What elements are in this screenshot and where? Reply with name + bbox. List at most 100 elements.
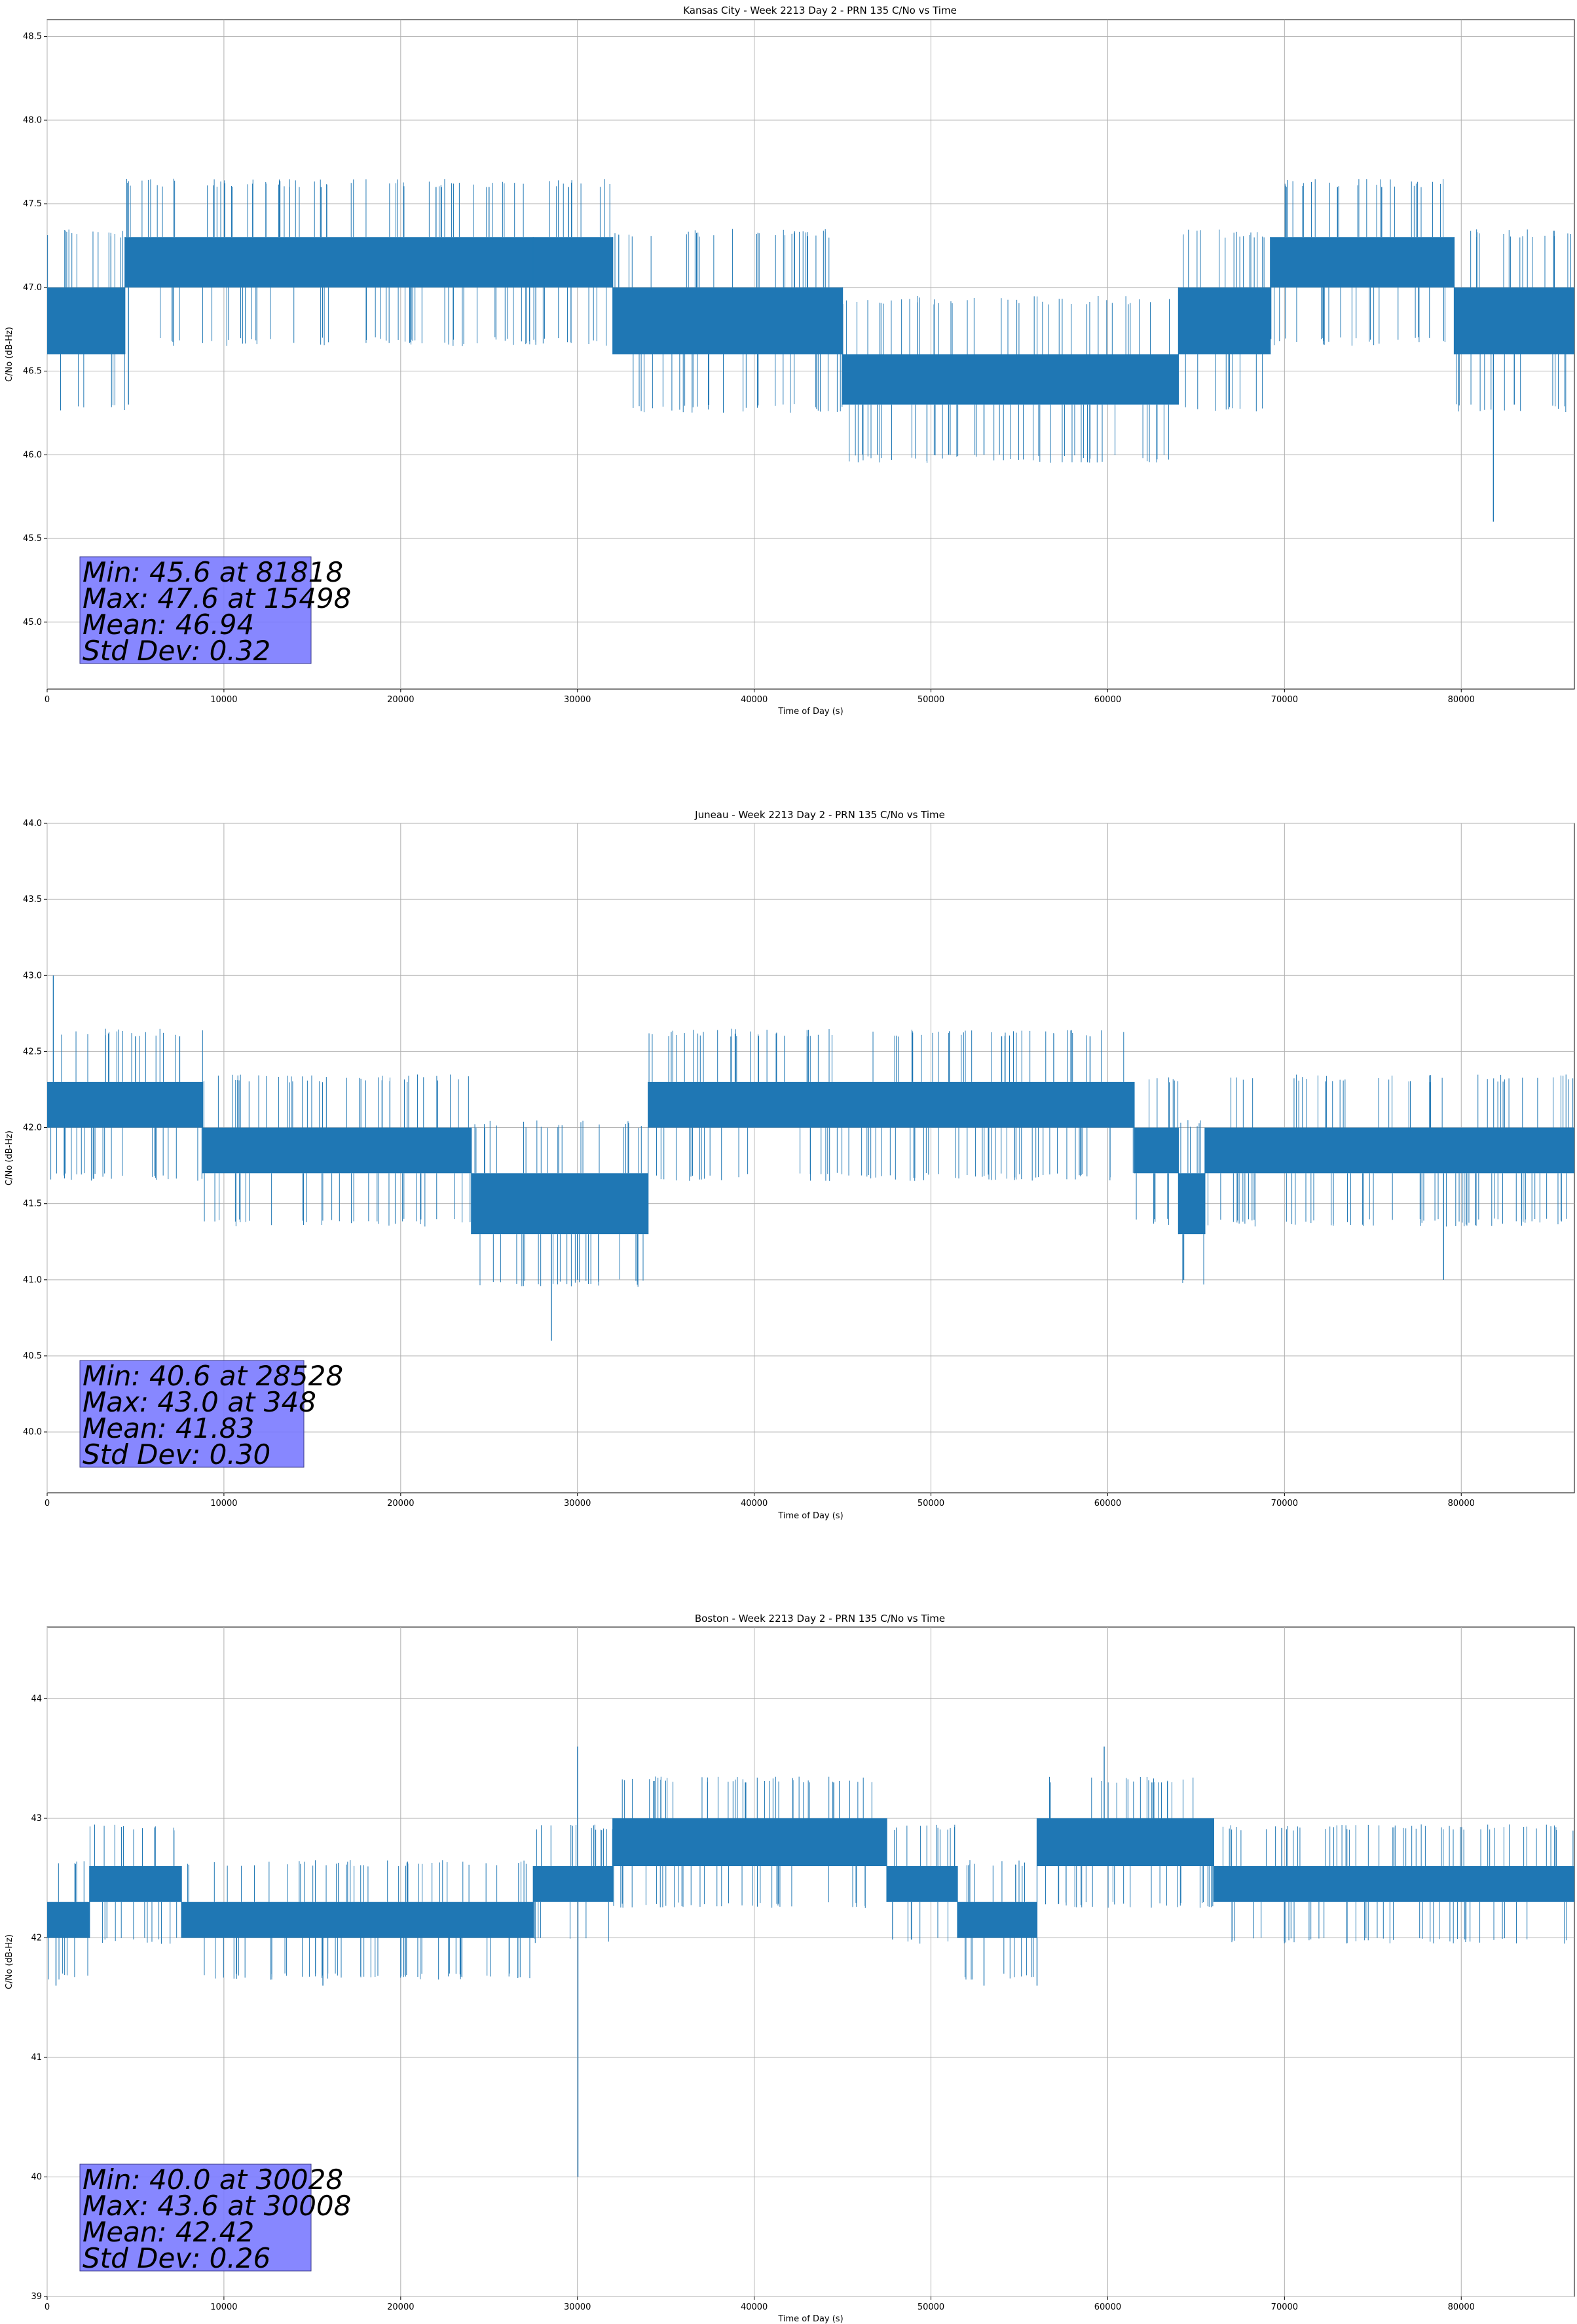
series-band — [1178, 1173, 1205, 1235]
series-band — [1214, 1866, 1574, 1902]
chart-title: Kansas City - Week 2213 Day 2 - PRN 135 … — [683, 5, 957, 16]
stats-min: Min: 40.0 at 30028 — [83, 2164, 343, 2196]
y-tick-label: 47.0 — [23, 283, 42, 293]
y-axis-label: C/No (dB-Hz) — [5, 1934, 14, 1989]
x-axis-label: Time of Day (s) — [777, 2314, 843, 2324]
x-tick-label: 40000 — [741, 1499, 768, 1509]
y-tick-label: 45.0 — [23, 618, 42, 628]
series-band — [471, 1173, 648, 1235]
x-tick-label: 50000 — [918, 1499, 944, 1509]
x-tick-label: 30000 — [564, 695, 591, 705]
series-band — [124, 237, 534, 288]
series-band — [202, 1127, 472, 1174]
series-band — [957, 1902, 1037, 1938]
x-tick-label: 0 — [45, 695, 50, 705]
y-tick-label: 48.0 — [23, 115, 42, 125]
x-tick-label: 40000 — [741, 695, 768, 705]
stats-max: Max: 47.6 at 15498 — [83, 582, 351, 614]
x-tick-label: 10000 — [210, 695, 237, 705]
x-tick-label: 70000 — [1271, 695, 1298, 705]
series-band — [1204, 1127, 1574, 1174]
y-tick-label: 40 — [31, 2173, 42, 2183]
x-tick-label: 10000 — [210, 1499, 237, 1509]
x-axis-label: Time of Day (s) — [777, 1511, 843, 1521]
y-tick-label: 41.0 — [23, 1275, 42, 1285]
series-band — [1134, 1127, 1179, 1174]
y-tick-label: 40.5 — [23, 1351, 42, 1361]
series-band — [1270, 237, 1455, 288]
series-band — [842, 354, 1179, 405]
stats-std-dev: Std Dev: 0.30 — [83, 1438, 270, 1471]
y-tick-label: 42 — [31, 1934, 42, 1943]
series-band — [89, 1866, 182, 1902]
stats-box: Min: 45.6 at 81818 Max: 47.6 at 15498 Me… — [79, 556, 351, 667]
y-axis-label: C/No (dB-Hz) — [5, 327, 14, 382]
x-tick-label: 10000 — [210, 2302, 237, 2312]
stats-mean: Mean: 46.94 — [83, 609, 254, 641]
y-tick-label: 43 — [31, 1814, 42, 1824]
x-axis-label: Time of Day (s) — [777, 707, 843, 717]
series-band — [1037, 1818, 1214, 1866]
x-tick-label: 40000 — [741, 2302, 768, 2312]
series-band — [612, 287, 843, 354]
x-tick-label: 30000 — [564, 1499, 591, 1509]
stats-max: Max: 43.6 at 30008 — [83, 2190, 351, 2222]
x-tick-label: 60000 — [1094, 2302, 1121, 2312]
stats-mean: Mean: 42.42 — [83, 2216, 254, 2248]
x-tick-label: 70000 — [1271, 2302, 1298, 2312]
series-band — [533, 1866, 613, 1902]
y-tick-label: 41.5 — [23, 1199, 42, 1209]
y-tick-label: 40.0 — [23, 1427, 42, 1437]
x-tick-label: 80000 — [1448, 695, 1475, 705]
series-trace — [47, 1746, 1574, 2177]
series-band — [47, 1081, 203, 1128]
y-axis-label: C/No (dB-Hz) — [5, 1131, 14, 1186]
series-band — [612, 1818, 887, 1866]
y-tick-label: 43.5 — [23, 895, 42, 905]
stats-mean: Mean: 41.83 — [83, 1412, 254, 1444]
x-tick-label: 80000 — [1448, 1499, 1475, 1509]
y-tick-label: 42.5 — [23, 1047, 42, 1057]
x-tick-label: 0 — [45, 1499, 50, 1509]
stats-min: Min: 40.6 at 28528 — [83, 1360, 343, 1392]
y-tick-label: 44.0 — [23, 819, 42, 829]
stats-std-dev: Std Dev: 0.26 — [83, 2242, 270, 2274]
x-tick-label: 60000 — [1094, 1499, 1121, 1509]
x-tick-label: 20000 — [387, 1499, 414, 1509]
x-tick-label: 0 — [45, 2302, 50, 2312]
stats-min: Min: 45.6 at 81818 — [83, 556, 343, 588]
x-tick-label: 50000 — [918, 695, 944, 705]
x-tick-label: 60000 — [1094, 695, 1121, 705]
y-tick-label: 45.5 — [23, 534, 42, 544]
series-band — [648, 1081, 1134, 1128]
x-tick-label: 30000 — [564, 2302, 591, 2312]
y-tick-label: 42.0 — [23, 1123, 42, 1133]
series-trace — [47, 975, 1574, 1341]
x-tick-label: 20000 — [387, 695, 414, 705]
y-tick-label: 46.0 — [23, 450, 42, 460]
stats-box: Min: 40.0 at 30028 Max: 43.6 at 30008 Me… — [79, 2164, 351, 2274]
series-band — [181, 1902, 534, 1938]
chart-title: Boston - Week 2213 Day 2 - PRN 135 C/No … — [695, 1613, 945, 1624]
y-tick-label: 44 — [31, 1695, 42, 1704]
x-tick-label: 50000 — [918, 2302, 944, 2312]
x-tick-label: 70000 — [1271, 1499, 1298, 1509]
stats-box: Min: 40.6 at 28528 Max: 43.0 at 348 Mean… — [79, 1360, 343, 1471]
series-band — [533, 237, 613, 288]
y-tick-label: 39 — [31, 2292, 42, 2302]
y-tick-label: 47.5 — [23, 199, 42, 209]
series-trace — [47, 178, 1574, 522]
panel-juneau: Juneau - Week 2213 Day 2 - PRN 135 C/No … — [5, 809, 1575, 1521]
stats-max: Max: 43.0 at 348 — [83, 1386, 316, 1418]
panel-kansas-city: Kansas City - Week 2213 Day 2 - PRN 135 … — [5, 5, 1575, 717]
series-band — [47, 1902, 90, 1938]
stats-std-dev: Std Dev: 0.32 — [83, 635, 270, 667]
y-tick-label: 43.0 — [23, 971, 42, 981]
y-tick-label: 46.5 — [23, 367, 42, 377]
series-band — [887, 1866, 958, 1902]
x-tick-label: 20000 — [387, 2302, 414, 2312]
y-tick-label: 48.5 — [23, 32, 42, 42]
x-tick-label: 80000 — [1448, 2302, 1475, 2312]
panel-boston: Boston - Week 2213 Day 2 - PRN 135 C/No … — [5, 1613, 1575, 2324]
